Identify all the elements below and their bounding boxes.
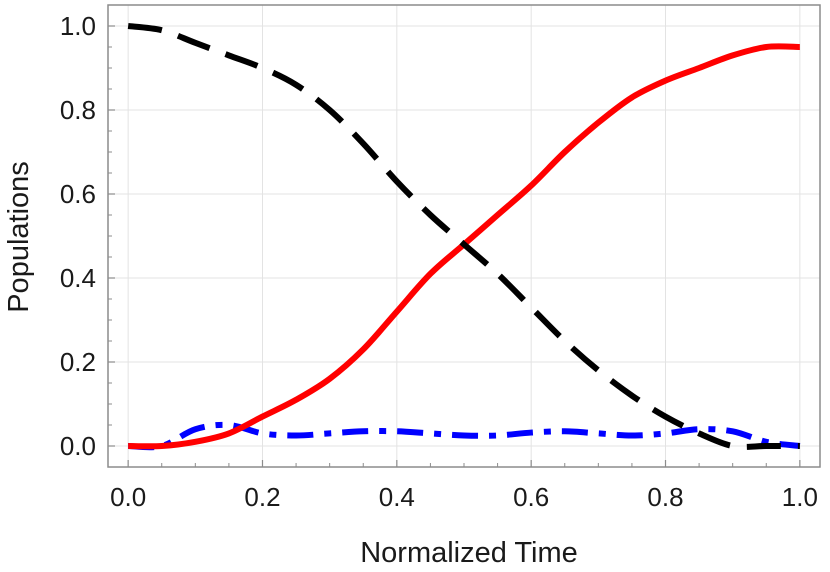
x-tick-label: 0.0 <box>110 482 146 512</box>
y-tick-label: 0.0 <box>60 431 96 461</box>
series-line-dashed <box>127 23 800 450</box>
x-tick-label: 0.6 <box>513 482 549 512</box>
y-tick-label: 0.4 <box>60 263 96 293</box>
x-tick-labels: 0.0 0.2 0.4 0.6 0.8 1.0 <box>110 482 818 512</box>
plot-frame <box>107 4 821 468</box>
x-tick-label: 0.2 <box>244 482 280 512</box>
x-tick-label: 0.8 <box>647 482 683 512</box>
y-tick-label: 0.6 <box>60 179 96 209</box>
y-tick-label: 0.2 <box>60 347 96 377</box>
y-tick-labels: 0.0 0.2 0.4 0.6 0.8 1.0 <box>60 11 96 461</box>
x-tick-label: 1.0 <box>782 482 818 512</box>
y-tick-label: 1.0 <box>60 11 96 41</box>
axis-ticks <box>108 25 801 467</box>
x-axis-label: Normalized Time <box>360 537 578 569</box>
y-axis-label: Populations <box>3 161 35 313</box>
grid-lines <box>108 5 820 467</box>
series-layer <box>127 23 801 451</box>
x-tick-label: 0.4 <box>379 482 415 512</box>
y-tick-label: 0.8 <box>60 95 96 125</box>
